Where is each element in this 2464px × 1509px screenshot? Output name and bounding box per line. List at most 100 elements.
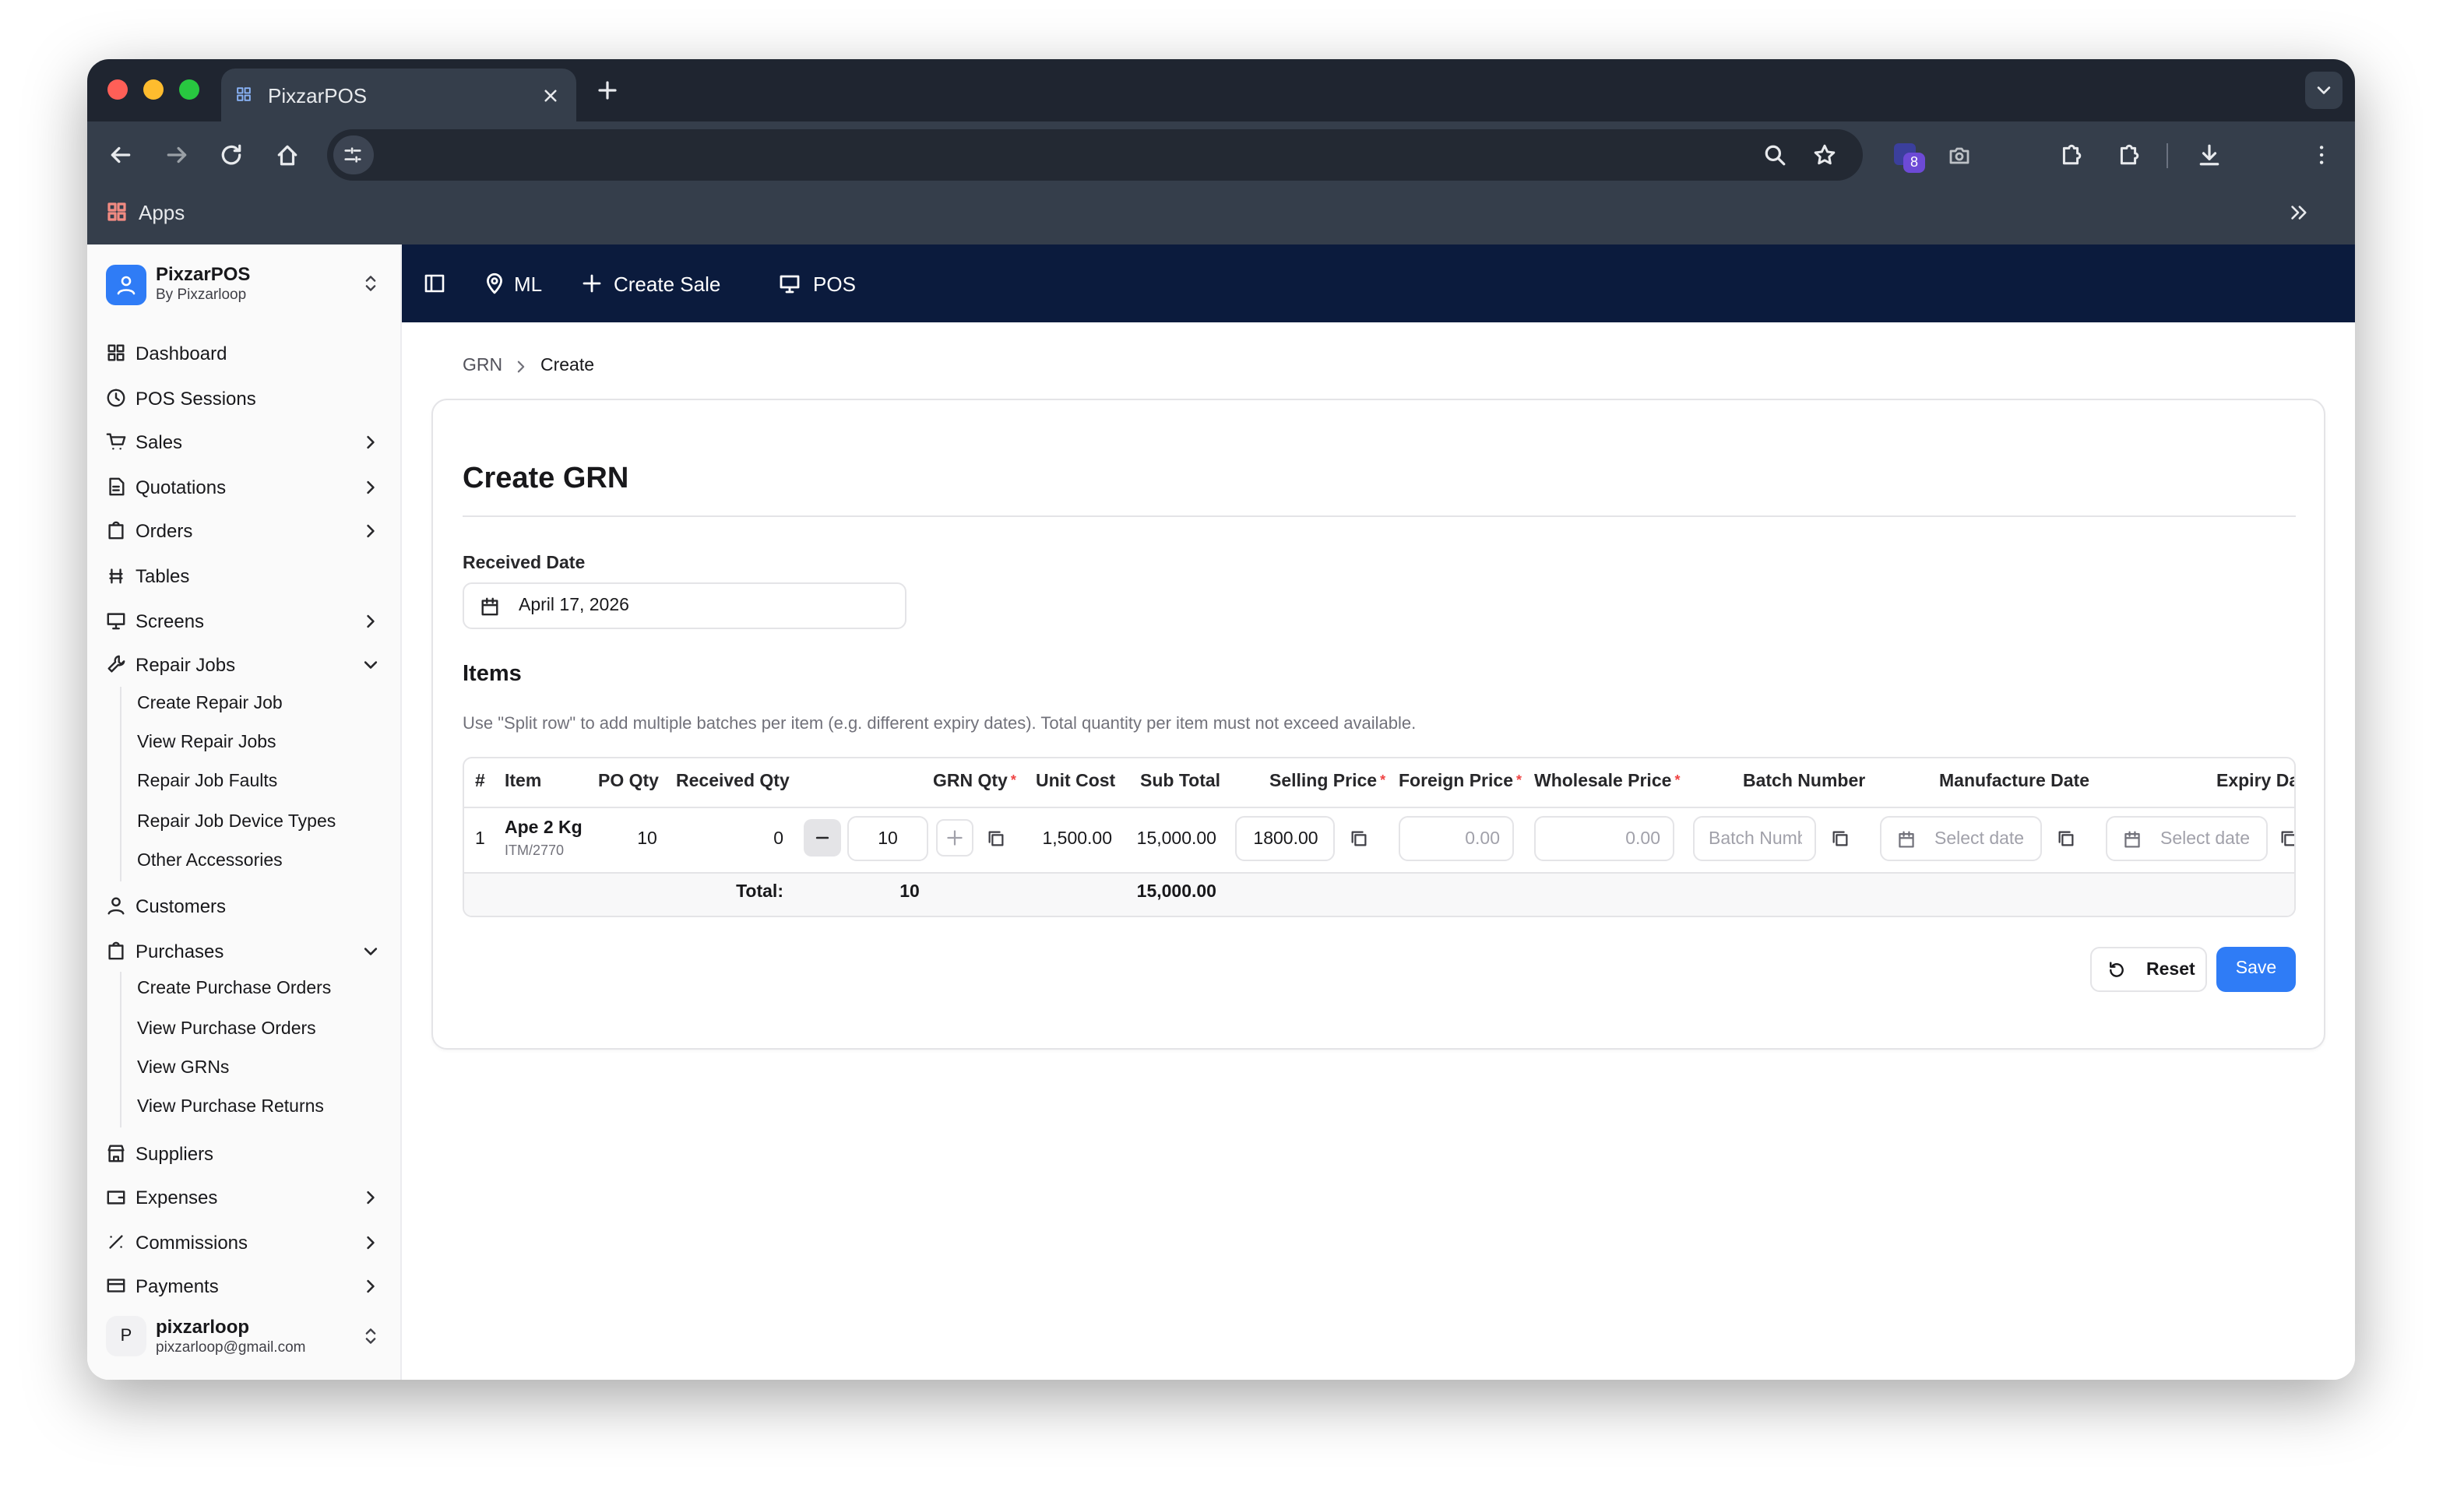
required-mark: * bbox=[1380, 772, 1386, 788]
cal-icon bbox=[481, 597, 498, 616]
nav-item[interactable]: Payments bbox=[97, 1270, 392, 1304]
copy-icon bbox=[2281, 831, 2294, 846]
plus-icon bbox=[598, 81, 617, 100]
nav-subitem[interactable]: View Purchase Returns bbox=[128, 1092, 392, 1126]
column-header: Sub Total bbox=[1140, 772, 1221, 791]
nav-sublabel: View Repair Jobs bbox=[137, 733, 276, 752]
reset-button[interactable]: Reset bbox=[2090, 947, 2207, 992]
nav-subitem[interactable]: Repair Job Faults bbox=[128, 767, 392, 801]
batch-number-input[interactable]: Batch Number bbox=[1693, 816, 1816, 861]
nav-item[interactable]: Tables bbox=[97, 559, 392, 593]
column-header: Received Qty bbox=[676, 772, 790, 791]
breadcrumb-item[interactable]: GRN bbox=[463, 357, 503, 375]
nav-subitem[interactable]: Other Accessories bbox=[128, 846, 392, 880]
nav-item[interactable]: Orders bbox=[97, 515, 392, 549]
nav-item[interactable]: Repair Jobs bbox=[97, 648, 392, 682]
right-icon bbox=[367, 436, 375, 449]
section-heading: Items bbox=[463, 662, 522, 687]
refresh-icon bbox=[2110, 962, 2124, 977]
nav-item[interactable]: Suppliers bbox=[97, 1136, 392, 1170]
bag-icon bbox=[108, 522, 124, 540]
top-nav-label: POS bbox=[813, 273, 856, 296]
nav-item[interactable]: Sales bbox=[97, 425, 392, 459]
column-header: GRN Qty * bbox=[933, 772, 1016, 791]
right-icon bbox=[367, 1280, 375, 1293]
nav-item[interactable]: Expenses bbox=[97, 1180, 392, 1215]
nav-label: Customers bbox=[136, 895, 227, 918]
plus-icon bbox=[583, 274, 601, 293]
plus-icon bbox=[947, 830, 963, 846]
brand-name: PixzarPOS bbox=[156, 263, 251, 285]
total-label: Total: bbox=[736, 883, 783, 902]
nav-label: Repair Jobs bbox=[136, 654, 236, 677]
pin-icon bbox=[487, 273, 502, 294]
user-initial: P bbox=[120, 1327, 132, 1345]
user-avatar bbox=[106, 1316, 146, 1356]
total-sub-total: 15,000.00 bbox=[1136, 883, 1216, 902]
nav-label: Commissions bbox=[136, 1231, 248, 1254]
nav-subitem[interactable]: View Purchase Orders bbox=[128, 1013, 392, 1047]
nav-item[interactable]: Purchases bbox=[97, 934, 392, 969]
chair-icon bbox=[109, 568, 123, 584]
nav-item[interactable]: Dashboard bbox=[97, 336, 392, 371]
column-header: Expiry Date bbox=[2216, 772, 2294, 791]
window-control[interactable] bbox=[107, 79, 128, 100]
site-info-button[interactable] bbox=[333, 135, 374, 174]
sub-total: 15,000.00 bbox=[1136, 830, 1216, 849]
top-nav-link[interactable]: POS bbox=[776, 265, 935, 302]
column-header: Foreign Price * bbox=[1399, 772, 1522, 791]
required-mark: * bbox=[1010, 772, 1016, 788]
wholesale-price-input[interactable]: 0.00 bbox=[1534, 816, 1674, 861]
nav-item[interactable]: Customers bbox=[97, 889, 392, 923]
manufacture-date-input-value: Select date bbox=[1934, 830, 2025, 849]
nav-subitem[interactable]: Create Purchase Orders bbox=[128, 974, 392, 1008]
nav-label: Screens bbox=[136, 610, 205, 632]
column-header: Batch Number bbox=[1743, 772, 1866, 791]
right-icon bbox=[367, 480, 375, 494]
expiry-date-input-value: Select date bbox=[2160, 830, 2251, 849]
window-control[interactable] bbox=[143, 79, 164, 100]
nav-item[interactable]: POS Sessions bbox=[97, 381, 392, 415]
location-switch[interactable]: ML bbox=[480, 265, 545, 302]
nav-label: Quotations bbox=[136, 476, 227, 498]
dl-icon bbox=[2199, 144, 2219, 166]
window-control[interactable] bbox=[179, 79, 199, 100]
app: PixzarPOS By Pixzarloop Dashboard POS Sessi… bbox=[87, 244, 2355, 1380]
selling-price-input[interactable]: 1800.00 bbox=[1235, 816, 1335, 861]
back-icon bbox=[111, 146, 131, 164]
foreign-price-input[interactable]: 0.00 bbox=[1399, 816, 1514, 861]
browser-tab[interactable]: PixzarPOS bbox=[221, 69, 576, 121]
nav-sublabel: Repair Job Faults bbox=[137, 772, 278, 792]
nav-item[interactable]: Quotations bbox=[97, 470, 392, 505]
save-button[interactable]: Save bbox=[2216, 947, 2296, 992]
reset-label: Reset bbox=[2146, 961, 2195, 980]
nav-item[interactable]: Screens bbox=[97, 603, 392, 638]
nav-subitem[interactable]: View GRNs bbox=[128, 1053, 392, 1087]
updown-icon bbox=[365, 1328, 376, 1344]
nav-sublabel: Create Purchase Orders bbox=[137, 980, 332, 999]
nav-label: Sales bbox=[136, 431, 183, 454]
item-code: ITM/2770 bbox=[505, 842, 565, 858]
bookmark[interactable]: Apps bbox=[139, 201, 185, 224]
expiry-date-input[interactable]: Select date bbox=[2106, 816, 2268, 861]
nav-subitem[interactable]: View Repair Jobs bbox=[128, 727, 392, 762]
nav-label: Tables bbox=[136, 565, 190, 587]
manufacture-date-input[interactable]: Select date bbox=[1880, 816, 2042, 861]
extension-badge: 8 bbox=[1903, 153, 1925, 173]
nav-subitem[interactable]: Create Repair Job bbox=[128, 688, 392, 722]
increment-button[interactable] bbox=[936, 819, 973, 857]
main: ML Create Sale POS GRN Create Create GRN Recei… bbox=[402, 244, 2355, 1380]
date-input[interactable]: April 17, 2026 bbox=[463, 582, 906, 629]
column-header: Manufacture Date bbox=[1939, 772, 2089, 791]
cam-icon bbox=[1949, 147, 1969, 164]
nav-subitem[interactable]: Repair Job Device Types bbox=[128, 806, 392, 840]
address-bar[interactable] bbox=[327, 129, 1863, 181]
nav-sublabel: View Purchase Orders bbox=[137, 1019, 316, 1039]
top-nav-link[interactable]: Create Sale bbox=[578, 265, 735, 302]
qty-input[interactable]: 10 bbox=[847, 816, 928, 861]
tab-search-button[interactable] bbox=[2305, 72, 2343, 109]
nav-item[interactable]: Commissions bbox=[97, 1225, 392, 1259]
updown-icon bbox=[365, 276, 376, 291]
qty-value: 10 bbox=[878, 830, 898, 849]
